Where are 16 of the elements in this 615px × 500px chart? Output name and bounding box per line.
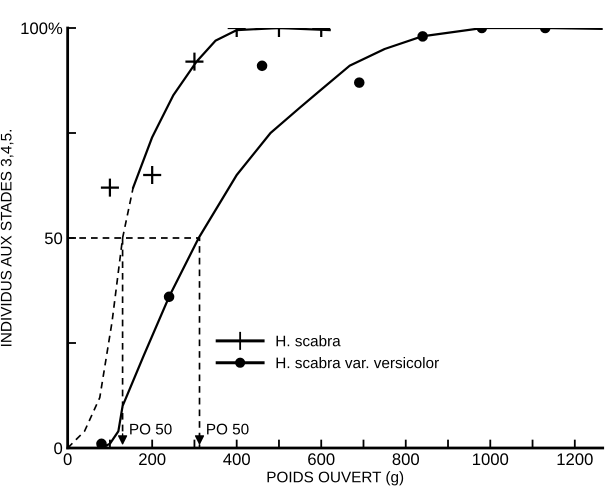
y-tick-label: 100%	[21, 22, 62, 34]
x-tick-label: 0	[64, 453, 72, 466]
legend-label: H. scabra var. versicolor	[276, 357, 439, 368]
x-tick-label: 1000	[473, 453, 508, 466]
legend-label: H. scabra	[276, 335, 341, 346]
x-tick-label: 200	[139, 453, 166, 466]
x-tick-label: 400	[223, 453, 250, 466]
x-tick-label: 800	[392, 453, 420, 466]
annotation: PO 50	[207, 424, 249, 434]
annotation: PO 50	[130, 424, 172, 434]
x-tick-label: 1200	[558, 453, 593, 466]
x-tick-label: 600	[308, 453, 334, 466]
y-axis-title: INDIVIDUS AUX STADES 3,4,5.	[0, 130, 14, 346]
y-tick-label: 0	[54, 442, 62, 454]
y-tick-label: 50	[44, 232, 62, 244]
x-axis-title: POIDS OUVERT (g)	[268, 471, 404, 486]
